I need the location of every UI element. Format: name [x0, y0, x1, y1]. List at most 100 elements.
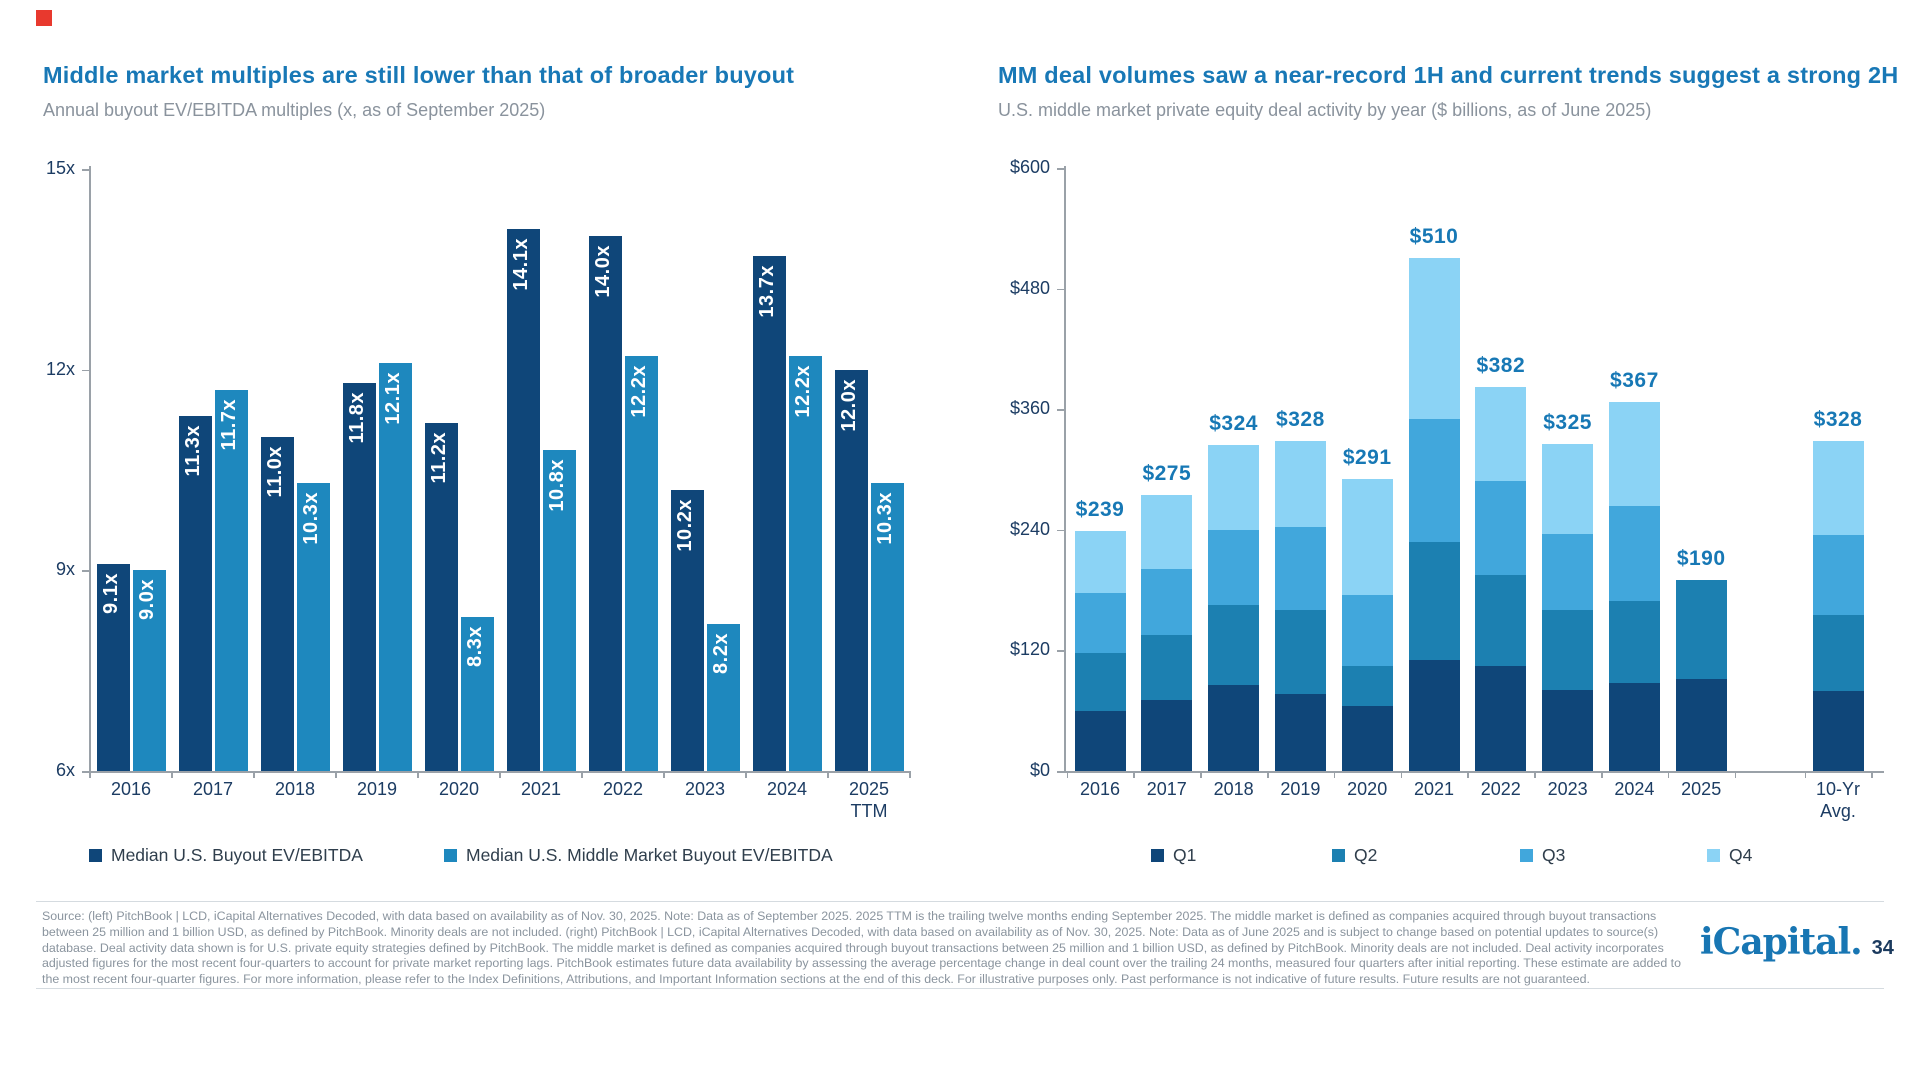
stacked-bar-segment: [1074, 530, 1126, 594]
stacked-bar-segment: [1475, 480, 1527, 576]
footer-top-divider: [36, 901, 1884, 902]
bar-value-label: 12.1x: [382, 371, 404, 425]
left-y-tick-label: 12x: [45, 358, 75, 379]
bar-total-label: $190: [1676, 547, 1726, 571]
bar-total-label: $324: [1209, 412, 1258, 436]
right-x-tick: [1200, 771, 1202, 778]
right-y-tick-label: $240: [1009, 518, 1050, 539]
x-axis-label: 2025 TTM: [848, 779, 890, 821]
legend-label: Q1: [1173, 845, 1197, 865]
right-y-tick: [1057, 409, 1064, 411]
left-x-tick: [909, 771, 911, 778]
x-axis-label: 2021: [1413, 779, 1455, 799]
left-y-tick-label: 9x: [55, 559, 75, 580]
bar-value-label: 13.7x: [756, 264, 778, 318]
x-axis-label: 2022: [602, 779, 644, 799]
right-y-tick: [1057, 771, 1064, 773]
left-y-axis: [89, 166, 91, 771]
stacked-bar-segment: [1274, 693, 1326, 771]
right-chart-header: MM deal volumes saw a near-record 1H and…: [998, 62, 1898, 121]
bar-segment: [870, 483, 904, 771]
right-x-tick: [1066, 771, 1069, 778]
bar-value-label: 11.0x: [264, 445, 286, 497]
x-axis-label: 2022: [1480, 779, 1521, 799]
stacked-bar-segment: [1341, 666, 1393, 706]
right-x-tick: [1333, 771, 1336, 778]
right-y-tick-label: $120: [1009, 639, 1050, 660]
left-x-tick: [663, 771, 665, 778]
bar-segment: [588, 235, 622, 771]
left-chart-title: Middle market multiples are still lower …: [43, 62, 795, 88]
x-axis-label: 2020: [1347, 779, 1388, 799]
x-axis-label: 10-Yr Avg.: [1815, 779, 1860, 821]
bar-total-label: $239: [1075, 497, 1125, 521]
stacked-bar-segment: [1141, 699, 1193, 771]
left-chart-header: Middle market multiples are still lower …: [43, 62, 794, 121]
right-y-tick-label: $480: [1009, 277, 1050, 298]
stacked-bar-segment: [1542, 610, 1594, 690]
stacked-bar-segment: [1274, 441, 1326, 527]
right-y-tick-label: $600: [1009, 157, 1050, 177]
stacked-bar-segment: [1542, 444, 1594, 534]
bar-value-label: 11.7x: [218, 398, 240, 451]
bar-value-label: 14.1x: [510, 238, 532, 291]
right-chart-title: MM deal volumes saw a near-record 1H and…: [998, 62, 1899, 88]
x-axis-label: 2023: [684, 779, 726, 799]
bar-segment: [624, 356, 658, 771]
right-x-tick: [1667, 771, 1670, 778]
legend-item: Q1: [1151, 845, 1196, 866]
bar-total-label: $328: [1276, 408, 1325, 432]
legend-label: Q4: [1729, 845, 1753, 865]
bar-total-label: $275: [1142, 461, 1192, 485]
right-y-tick: [1057, 650, 1064, 652]
left-y-tick: [82, 369, 89, 372]
right-x-tick: [1267, 771, 1269, 778]
stacked-bar-segment: [1608, 505, 1660, 602]
legend-label: Median U.S. Middle Market Buyout EV/EBIT…: [466, 845, 833, 865]
stacked-bar-segment: [1208, 605, 1260, 685]
bar-total-label: $328: [1813, 408, 1863, 432]
stacked-bar-segment: [1141, 568, 1193, 636]
stacked-bar-segment: [1141, 635, 1193, 700]
left-x-tick: [171, 771, 173, 778]
stacked-bar-segment: [1341, 705, 1393, 771]
left-y-tick: [82, 169, 89, 171]
brand-accent-square: [36, 10, 52, 26]
right-y-tick-label: $0: [1029, 760, 1050, 780]
right-chart-subtitle: U.S. middle market private equity deal a…: [998, 100, 1652, 120]
legend-swatch: [89, 849, 102, 862]
stacked-bar-segment: [1608, 601, 1660, 683]
stacked-bar-segment: [1408, 258, 1460, 420]
legend-label: Q3: [1542, 845, 1566, 865]
right-y-tick-label: $360: [1009, 398, 1050, 419]
stacked-bar-segment: [1141, 494, 1193, 569]
bar-segment: [788, 356, 822, 771]
x-axis-label: 2019: [1280, 779, 1321, 799]
left-x-tick: [827, 771, 829, 778]
legend-swatch: [1332, 849, 1345, 862]
x-axis-label: 2020: [438, 779, 480, 799]
left-x-tick: [89, 771, 91, 778]
x-axis-label: 2017: [192, 779, 234, 799]
bar-value-label: 14.0x: [592, 244, 614, 298]
legend-label: Q2: [1354, 845, 1378, 865]
bar-segment: [752, 255, 786, 771]
bar-value-label: 12.2x: [792, 365, 814, 418]
bar-segment: [342, 383, 376, 771]
bar-segment: [378, 362, 412, 771]
left-chart-subtitle: Annual buyout EV/EBITDA multiples (x, as…: [43, 100, 546, 120]
legend-item: Q3: [1520, 845, 1565, 866]
bar-segment: [132, 570, 166, 771]
stacked-bar-segment: [1208, 445, 1260, 530]
x-axis-label: 2017: [1146, 779, 1187, 799]
footer-line: adjusted figures for the most recent fou…: [42, 956, 1681, 971]
bar-segment: [214, 389, 248, 771]
bar-value-label: 8.3x: [464, 626, 486, 668]
bar-segment: [542, 449, 576, 771]
x-axis-label: 2024: [1614, 779, 1655, 799]
footer-line: between 25 million and 1 billion USD, as…: [42, 924, 1659, 939]
bar-value-label: 10.2x: [674, 499, 696, 552]
left-x-tick: [499, 771, 501, 778]
bar-segment: [506, 229, 540, 771]
